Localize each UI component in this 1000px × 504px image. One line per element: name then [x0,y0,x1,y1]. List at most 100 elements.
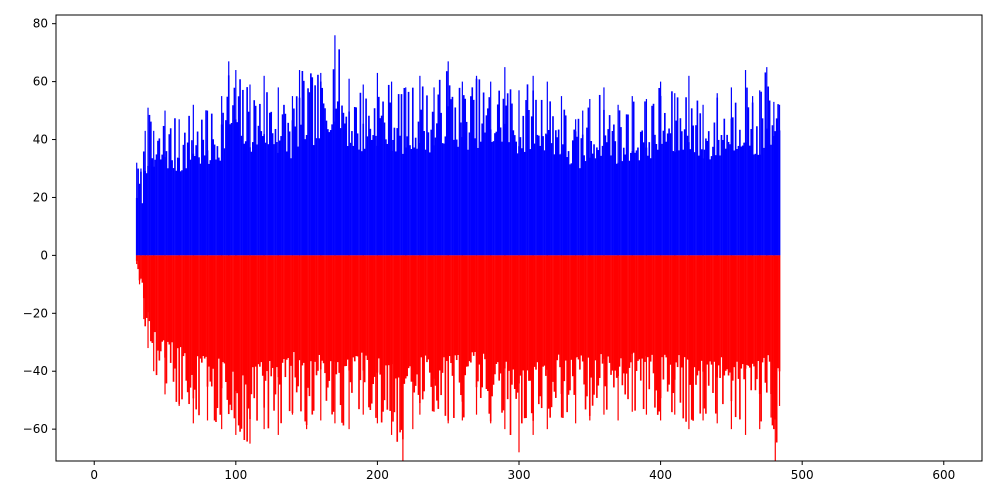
bar [516,255,519,393]
bar [490,255,492,424]
bar [237,96,240,256]
bar [512,255,515,370]
bar [579,168,581,256]
bar [457,146,459,256]
bar [491,142,493,256]
bar [506,93,509,256]
bar [417,121,420,256]
bar [199,163,202,256]
bar [178,255,180,406]
bar [482,255,485,354]
bar [576,136,578,256]
bar [392,255,394,422]
bar [610,255,612,375]
bar [338,255,340,373]
bar [495,255,498,364]
bar [577,255,580,360]
bar [564,115,567,256]
series-0 [135,35,781,256]
bar [686,255,689,360]
bar [243,255,246,440]
bar [651,255,653,355]
bar [775,118,778,256]
bar [268,112,271,256]
bar [383,255,386,401]
bar [325,120,328,256]
bar [413,147,416,256]
bar [570,255,573,360]
bar [733,255,736,368]
x-tick-label: 200 [366,468,389,482]
bar [671,255,673,413]
bar [484,132,486,256]
bar [521,255,523,424]
bar [136,162,138,256]
bar [352,255,355,358]
bar [644,101,646,256]
bar [372,135,374,256]
bar [372,255,374,385]
bar [759,255,761,430]
bar [727,255,730,376]
bar [569,255,571,391]
bar [213,144,216,256]
bar [390,81,393,256]
bar [192,255,194,424]
bar [397,94,400,256]
y-tick-label: −60 [23,422,48,436]
bar [589,98,591,256]
bar [712,255,714,393]
bar [169,128,172,256]
bar [603,87,605,256]
bar [674,255,676,415]
bar [563,109,566,256]
bar [448,255,451,357]
bar [647,155,649,256]
bar [419,75,421,256]
bar [655,255,658,391]
bar [662,130,665,256]
bar [768,100,771,256]
bar [283,104,285,256]
bar [341,255,343,423]
bar [471,255,474,353]
bar [553,255,556,392]
bar [559,154,561,256]
bar [713,122,716,256]
bar [553,154,556,256]
bar [335,108,338,256]
bar [184,132,186,256]
bar [631,96,633,256]
bar [247,111,250,256]
bar [632,101,635,256]
bar [412,255,414,430]
bar [620,255,622,359]
bar [521,148,523,256]
bar [380,255,383,423]
bar [464,98,467,256]
bar [257,255,260,365]
bar [327,255,329,388]
bar [674,93,676,256]
bar [652,255,655,374]
bar [549,101,551,256]
bar [665,141,668,256]
bar [458,87,461,256]
bar [225,255,227,383]
bar [181,170,183,256]
bar [174,255,176,369]
bar [621,255,624,386]
bar [661,143,663,256]
bar [271,255,274,368]
bar [295,96,298,256]
bar [614,141,617,256]
bar [768,255,771,362]
bar [467,149,469,256]
bar [637,255,639,361]
bar [387,255,390,366]
bar [417,255,420,395]
bar [437,94,440,256]
bar [601,145,604,256]
bar [464,255,467,376]
